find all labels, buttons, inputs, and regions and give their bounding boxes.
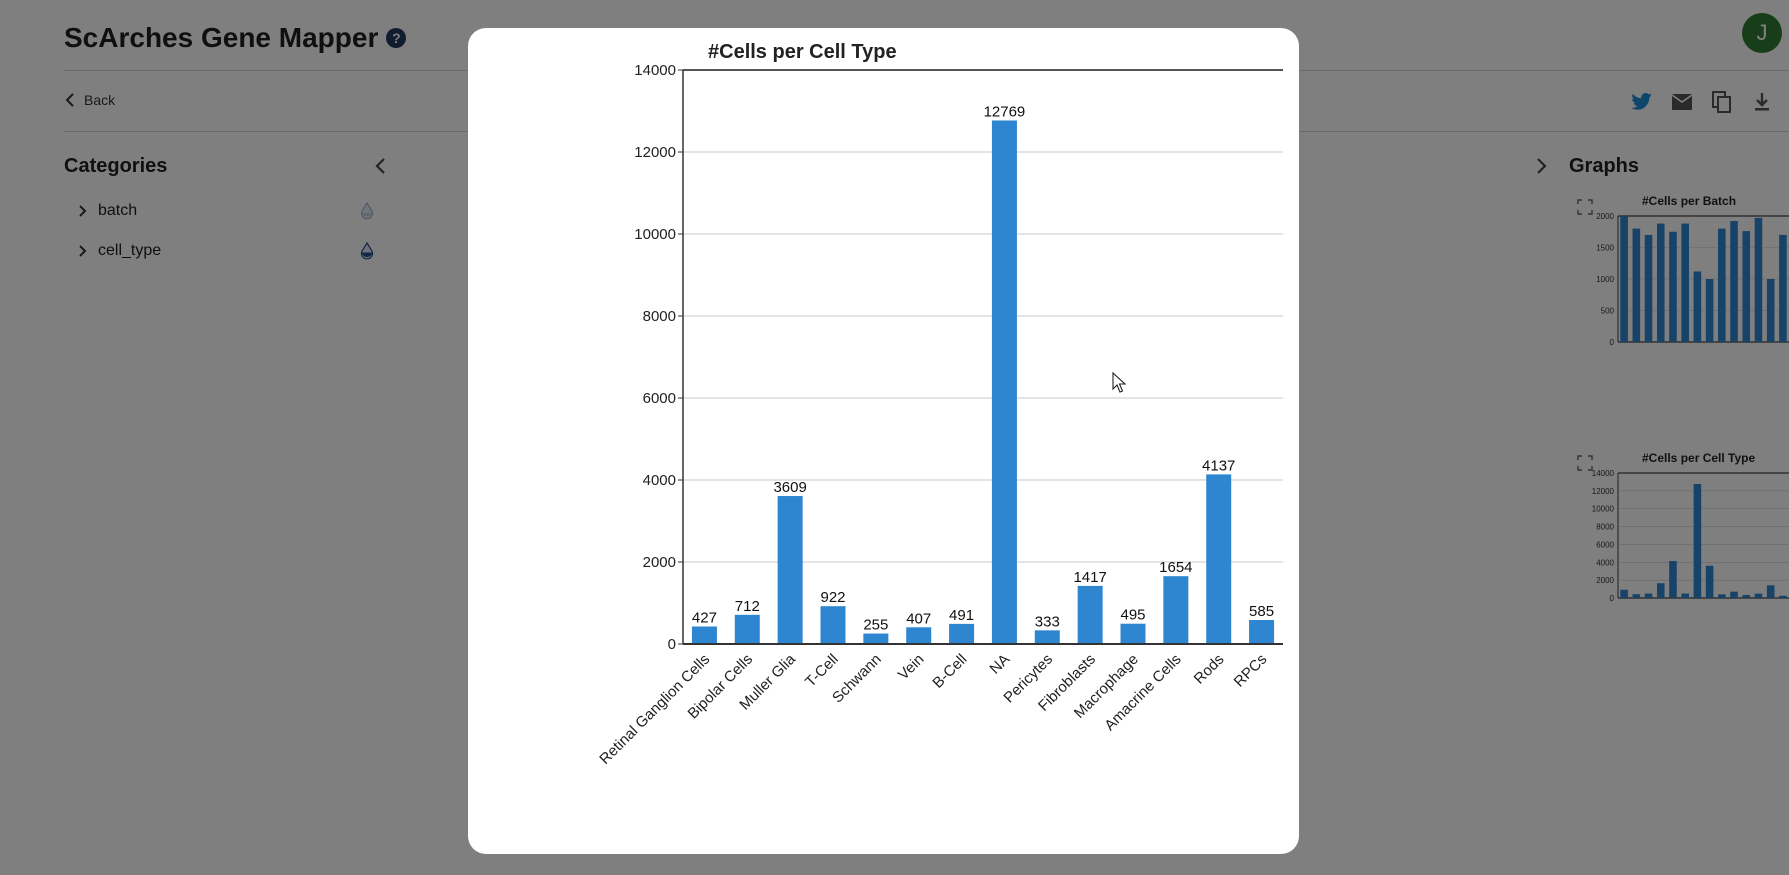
bar xyxy=(1249,620,1275,644)
data-label: 495 xyxy=(1120,607,1145,624)
bar xyxy=(691,626,717,644)
x-tick-label: Amacrine Cells xyxy=(1101,651,1184,734)
data-label: 333 xyxy=(1035,613,1060,630)
x-tick-label: NA xyxy=(986,651,1013,678)
y-tick-label: 8000 xyxy=(643,308,676,325)
bar xyxy=(1077,585,1103,644)
data-label: 255 xyxy=(863,617,888,634)
x-tick-label: Rods xyxy=(1191,651,1228,688)
x-tick-label: T-Cell xyxy=(802,651,842,691)
y-tick-label: 10000 xyxy=(634,226,676,243)
data-label: 1417 xyxy=(1073,569,1106,586)
cells-per-cell-type-chart: #Cells per Cell Type 0 2000 4000 6000 8000 100… xyxy=(596,41,1283,768)
bar xyxy=(991,120,1017,644)
bar xyxy=(863,633,889,644)
data-label: 585 xyxy=(1249,603,1274,620)
y-tick-label: 0 xyxy=(668,636,676,653)
chart-modal: #Cells per Cell Type 0 2000 4000 6000 8000 100… xyxy=(468,28,1299,854)
bar xyxy=(949,623,975,644)
data-label: 712 xyxy=(735,598,760,615)
bar xyxy=(1120,623,1146,644)
data-label: 407 xyxy=(906,610,931,627)
data-label: 12769 xyxy=(984,103,1026,120)
bar xyxy=(734,614,760,644)
y-tick-label: 4000 xyxy=(643,472,676,489)
y-tick-label: 6000 xyxy=(643,390,676,407)
bar xyxy=(777,496,803,644)
data-label: 427 xyxy=(692,609,717,626)
y-tick-label: 14000 xyxy=(634,62,676,79)
bar xyxy=(1034,630,1060,644)
data-label: 1654 xyxy=(1159,559,1192,576)
data-label: 922 xyxy=(820,589,845,606)
bar xyxy=(1163,576,1189,644)
y-tick-label: 2000 xyxy=(643,554,676,571)
x-tick-label: B-Cell xyxy=(929,651,970,692)
chart-title: #Cells per Cell Type xyxy=(708,41,897,63)
data-label: 4137 xyxy=(1202,457,1235,474)
bar xyxy=(906,627,932,644)
data-label: 491 xyxy=(949,607,974,624)
data-label: 3609 xyxy=(773,479,806,496)
bar xyxy=(820,606,846,644)
mouse-cursor-icon xyxy=(1112,372,1126,393)
x-tick-label: Vein xyxy=(895,651,928,684)
y-tick-label: 12000 xyxy=(634,144,676,161)
bar xyxy=(1206,474,1232,644)
x-tick-label: RPCs xyxy=(1231,651,1271,691)
